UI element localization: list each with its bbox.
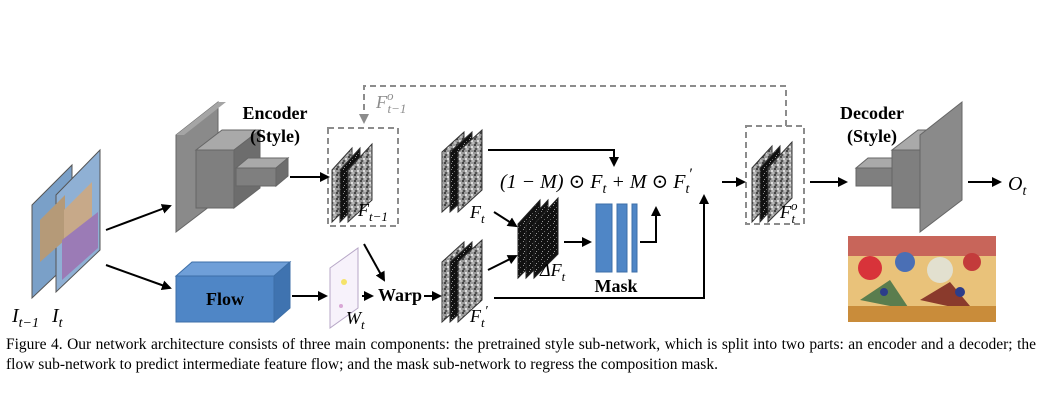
label-feature-current: Ft bbox=[469, 202, 485, 226]
arrow-warped-to-delta bbox=[487, 255, 518, 271]
label-feature-prev-output: Fo t−1 bbox=[375, 88, 406, 116]
flow-label: Flow bbox=[206, 289, 244, 309]
mask-network bbox=[595, 203, 638, 273]
feature-current-maps bbox=[441, 128, 483, 214]
decoder-sublabel: (Style) bbox=[847, 126, 897, 147]
label-feature-warped: Ft′ bbox=[469, 304, 489, 330]
input-frames bbox=[31, 148, 101, 300]
feedback-dashed-path bbox=[359, 85, 787, 126]
label-output: Ot bbox=[1008, 173, 1027, 199]
decoder-label: Decoder bbox=[840, 103, 904, 123]
label-feature-prev: Ft−1 bbox=[357, 200, 388, 224]
composition-equation: (1 − M) ⊙ Ft + M ⊙ Ft′ bbox=[500, 166, 693, 197]
label-output-feature: Fo t bbox=[779, 198, 798, 226]
output-feature-box bbox=[745, 125, 805, 225]
arrow-input-to-flow bbox=[105, 264, 172, 290]
arrow-input-to-encoder bbox=[105, 204, 172, 231]
arrow-ft-to-equation bbox=[488, 149, 619, 167]
output-feature-maps bbox=[751, 140, 793, 224]
arrow-warped-to-equation bbox=[494, 194, 709, 299]
warp-label: Warp bbox=[378, 285, 422, 305]
arrow-mask-to-equation bbox=[640, 206, 661, 243]
decoder-block bbox=[854, 100, 963, 234]
label-input-prev: It−1 bbox=[11, 305, 39, 330]
feature-prev-box bbox=[327, 127, 399, 227]
label-warp-field: Wt bbox=[346, 308, 365, 330]
architecture-diagram: Encoder (Style) Flow Warp bbox=[11, 85, 1027, 330]
mask-label: Mask bbox=[594, 276, 637, 296]
figure-caption: Figure 4. Our network architecture consi… bbox=[6, 336, 1036, 373]
feature-warped-maps bbox=[441, 238, 483, 324]
label-input-cur: It bbox=[51, 305, 64, 330]
encoder-sublabel: (Style) bbox=[250, 126, 300, 147]
arrow-feature-to-warp bbox=[363, 243, 385, 282]
arrow-ft-to-delta bbox=[493, 211, 518, 228]
delta-feature-maps bbox=[517, 196, 559, 280]
label-delta-feature: ΔFt bbox=[539, 260, 566, 284]
encoder-label: Encoder bbox=[243, 103, 308, 123]
flow-block bbox=[174, 260, 292, 324]
stylized-output-image bbox=[848, 236, 996, 322]
encoder-block bbox=[175, 100, 290, 234]
feature-prev-maps bbox=[331, 142, 373, 224]
warp-field bbox=[329, 247, 359, 329]
